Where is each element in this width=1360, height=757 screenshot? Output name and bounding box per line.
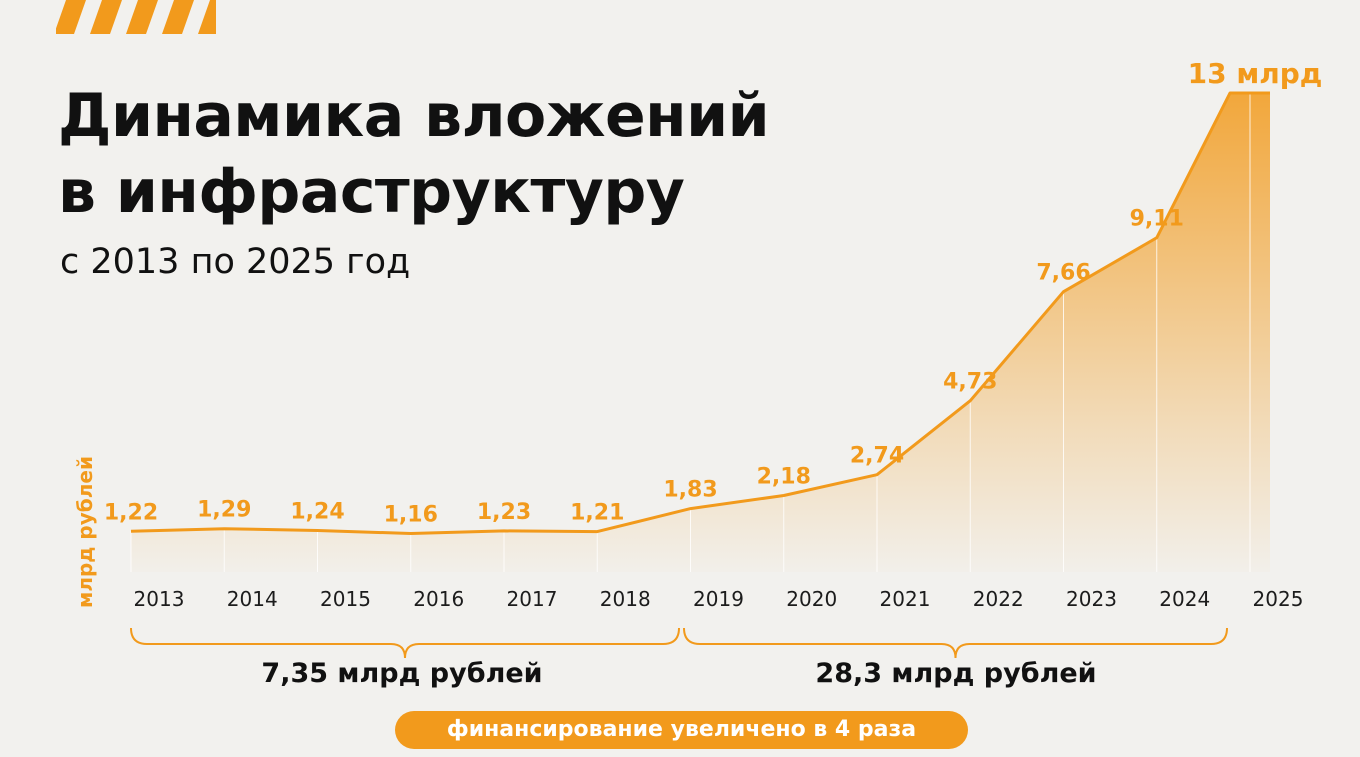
x-tick-2014: 2014 [227,587,278,611]
data-label-2013: 1,22 [104,500,158,525]
x-tick-2023: 2023 [1066,587,1117,611]
bracket-2019-2025 [683,627,1228,659]
data-label-2023: 7,66 [1036,261,1090,286]
page-title: Динамика вложений в инфраструктуру [58,78,770,230]
data-label-2020: 2,18 [757,465,811,490]
data-label-2015: 1,24 [290,500,344,525]
data-label-2014: 1,29 [197,498,251,523]
x-tick-2019: 2019 [693,587,744,611]
bracket-2013-2018 [130,627,680,659]
data-label-2019: 1,83 [663,478,717,503]
data-label-2016: 1,16 [384,502,438,527]
data-label-2022: 4,73 [943,370,997,395]
growth-badge: финансирование увеличено в 4 раза [395,711,968,749]
x-tick-2020: 2020 [786,587,837,611]
data-label-2017: 1,23 [477,500,531,525]
x-tick-2021: 2021 [880,587,931,611]
x-tick-2015: 2015 [320,587,371,611]
data-label-2024: 9,11 [1130,207,1184,232]
x-tick-2016: 2016 [413,587,464,611]
data-label-2025: 13 млрд [1188,57,1323,90]
chart-series-line [130,91,1270,535]
x-tick-2024: 2024 [1159,587,1210,611]
chart-area-fill [131,93,1270,572]
period-total-2019-2025: 28,3 млрд рублей [815,658,1097,689]
data-label-2021: 2,74 [850,444,904,469]
data-label-2018: 1,21 [570,501,624,526]
period-total-2013-2018: 7,35 млрд рублей [261,658,543,689]
title-line-2: в инфраструктуру [58,157,685,227]
subtitle: с 2013 по 2025 год [60,242,411,282]
decorative-stripes-icon [56,0,216,34]
x-tick-2022: 2022 [973,587,1024,611]
x-tick-2017: 2017 [507,587,558,611]
x-tick-2025: 2025 [1253,587,1304,611]
title-line-1: Динамика вложений [58,81,770,151]
x-tick-2018: 2018 [600,587,651,611]
x-tick-2013: 2013 [134,587,185,611]
